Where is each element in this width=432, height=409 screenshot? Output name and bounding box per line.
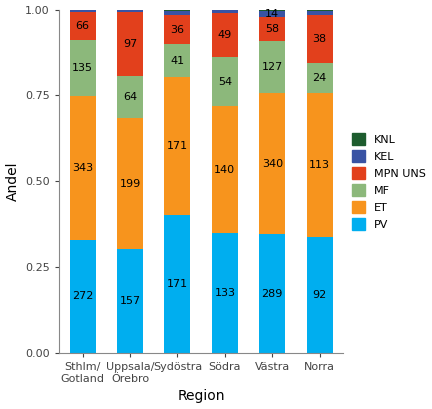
Text: 66: 66 bbox=[76, 21, 89, 31]
Bar bbox=[117, 118, 143, 249]
Bar bbox=[212, 233, 238, 353]
Text: 113: 113 bbox=[309, 160, 330, 170]
Bar bbox=[117, 11, 143, 76]
Bar bbox=[307, 236, 333, 353]
Bar bbox=[307, 9, 333, 11]
Bar bbox=[165, 215, 191, 353]
Bar bbox=[259, 234, 286, 353]
Legend: KNL, KEL, MPN UNS, MF, ET, PV: KNL, KEL, MPN UNS, MF, ET, PV bbox=[352, 133, 426, 229]
Text: 54: 54 bbox=[218, 77, 232, 87]
Text: 289: 289 bbox=[262, 289, 283, 299]
Text: 36: 36 bbox=[171, 25, 184, 35]
Bar bbox=[307, 11, 333, 15]
Bar bbox=[70, 96, 95, 240]
Text: 24: 24 bbox=[313, 73, 327, 83]
Bar bbox=[70, 10, 95, 12]
Bar bbox=[307, 15, 333, 63]
Bar bbox=[70, 240, 95, 353]
Bar bbox=[259, 11, 286, 17]
Bar bbox=[307, 93, 333, 236]
Bar bbox=[70, 40, 95, 96]
Text: 171: 171 bbox=[167, 142, 188, 151]
Bar bbox=[212, 13, 238, 58]
Bar bbox=[307, 63, 333, 93]
Text: 64: 64 bbox=[123, 92, 137, 102]
Bar bbox=[117, 249, 143, 353]
Bar bbox=[165, 15, 191, 44]
Bar bbox=[70, 9, 95, 10]
Text: 49: 49 bbox=[218, 30, 232, 40]
Bar bbox=[259, 17, 286, 41]
Text: 272: 272 bbox=[72, 291, 93, 301]
Text: 92: 92 bbox=[313, 290, 327, 300]
X-axis label: Region: Region bbox=[178, 389, 225, 403]
Text: 171: 171 bbox=[167, 279, 188, 289]
Bar bbox=[212, 106, 238, 233]
Bar bbox=[212, 11, 238, 13]
Bar bbox=[70, 12, 95, 40]
Text: 140: 140 bbox=[214, 165, 235, 175]
Bar bbox=[117, 76, 143, 118]
Text: 41: 41 bbox=[170, 56, 184, 66]
Bar bbox=[165, 77, 191, 215]
Text: 343: 343 bbox=[72, 163, 93, 173]
Text: 157: 157 bbox=[120, 297, 140, 306]
Text: 133: 133 bbox=[214, 288, 235, 298]
Bar bbox=[212, 9, 238, 11]
Bar bbox=[117, 9, 143, 10]
Bar bbox=[259, 9, 286, 11]
Bar bbox=[212, 58, 238, 106]
Text: 127: 127 bbox=[262, 62, 283, 72]
Bar bbox=[259, 41, 286, 93]
Text: 199: 199 bbox=[119, 179, 141, 189]
Text: 14: 14 bbox=[265, 9, 280, 19]
Text: 135: 135 bbox=[72, 63, 93, 73]
Bar bbox=[165, 44, 191, 77]
Text: 97: 97 bbox=[123, 38, 137, 49]
Y-axis label: Andel: Andel bbox=[6, 162, 19, 201]
Bar bbox=[165, 11, 191, 15]
Bar bbox=[165, 9, 191, 11]
Text: 38: 38 bbox=[313, 34, 327, 44]
Text: 340: 340 bbox=[262, 159, 283, 169]
Bar bbox=[117, 10, 143, 11]
Text: 58: 58 bbox=[265, 24, 280, 34]
Bar bbox=[259, 93, 286, 234]
